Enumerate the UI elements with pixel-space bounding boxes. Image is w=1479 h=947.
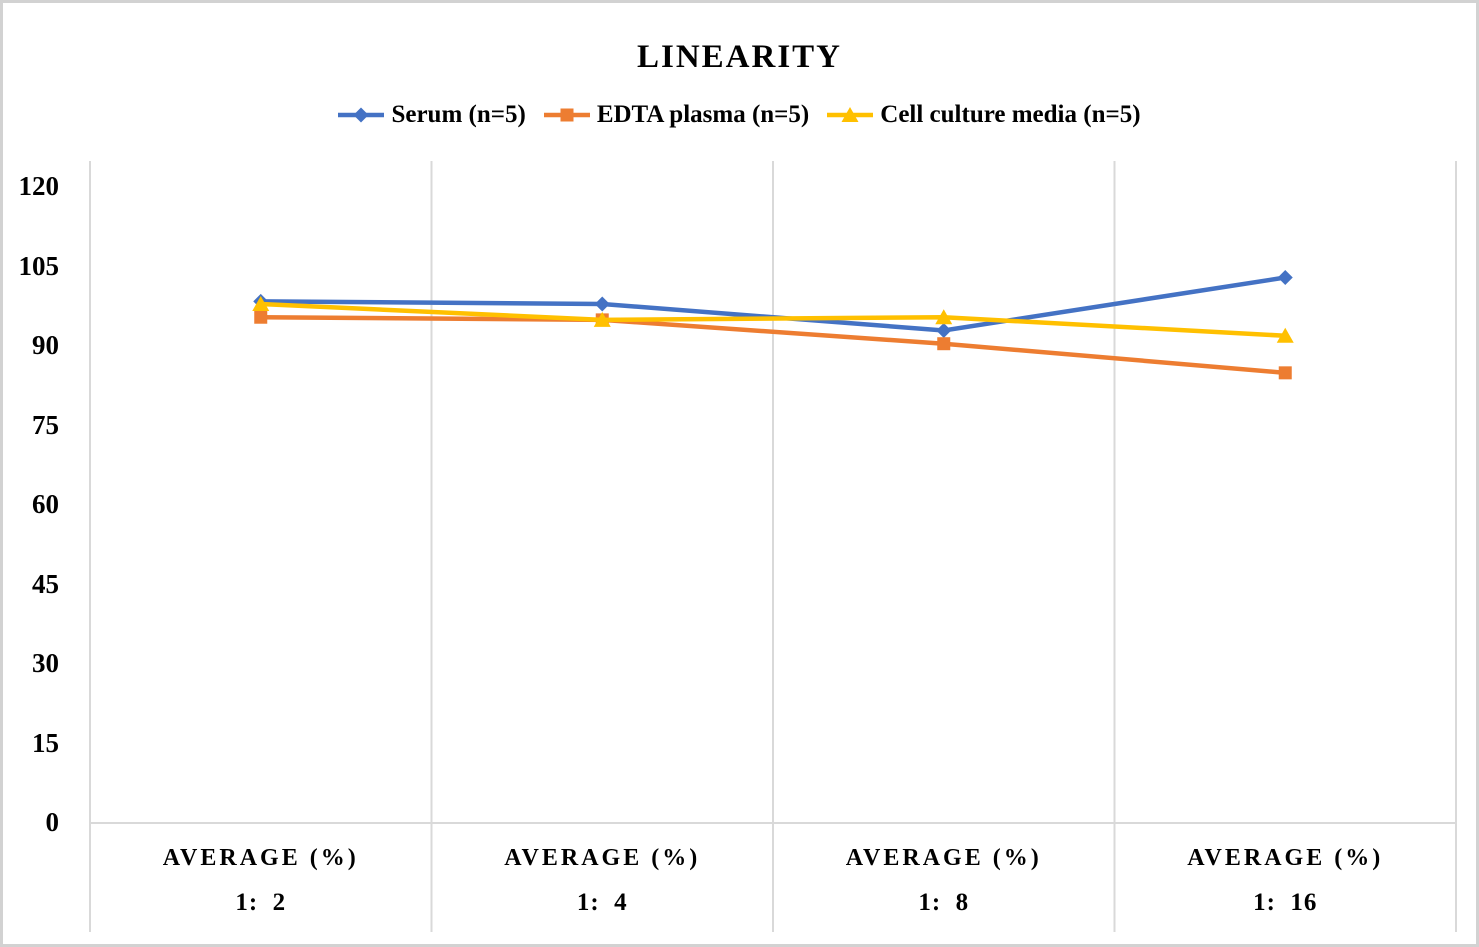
data-point-marker-diamond: [936, 322, 952, 338]
legend-item: Serum (n=5): [338, 101, 526, 129]
x-category-header: AVERAGE (%): [504, 845, 701, 871]
x-category-ratio: 1: 8: [918, 889, 970, 916]
data-point-marker-square: [1278, 366, 1292, 380]
x-category-header: AVERAGE (%): [1187, 845, 1384, 871]
legend-item: EDTA plasma (n=5): [543, 101, 810, 129]
data-point-marker-triangle: [593, 311, 611, 327]
x-category-header: AVERAGE (%): [162, 845, 359, 871]
x-category-ratio: 1: 4: [576, 889, 628, 916]
data-point-marker-square: [937, 337, 951, 351]
data-point-marker-triangle: [935, 309, 953, 325]
legend-item: Cell culture media (n=5): [827, 101, 1141, 129]
x-category-cell: AVERAGE (%) 1: 8: [773, 823, 1115, 917]
triangle-legend-marker-icon: [827, 107, 874, 122]
data-point-marker-triangle: [1276, 327, 1294, 343]
square-legend-marker-icon: [543, 108, 590, 122]
y-tick-label: 75: [32, 409, 59, 440]
x-category-cell: AVERAGE (%) 1: 16: [1115, 823, 1457, 917]
data-point-marker-triangle: [252, 295, 270, 311]
legend-label: EDTA plasma (n=5): [596, 101, 810, 128]
series-line-triangle: [260, 301, 1286, 339]
data-point-marker-square: [254, 310, 268, 324]
data-point-marker-diamond: [1277, 270, 1293, 286]
y-tick-label: 90: [32, 330, 59, 361]
plot-area: [89, 161, 1457, 932]
chart-title: LINEARITY: [636, 39, 843, 75]
legend: Serum (n=5) EDTA plasma (n=5) Cell culture…: [3, 101, 1476, 129]
diamond-legend-marker-icon: [338, 107, 385, 123]
x-category-header: AVERAGE (%): [845, 845, 1042, 871]
legend-label: Cell culture media (n=5): [880, 101, 1141, 128]
x-category-cell: AVERAGE (%) 1: 4: [432, 823, 774, 917]
series-line-square: [260, 314, 1286, 376]
legend-marker-square: [560, 108, 574, 122]
legend-marker-diamond: [353, 107, 369, 123]
x-category-ratio: 1: 16: [1253, 889, 1318, 916]
x-category-cell: AVERAGE (%) 1: 2: [90, 823, 432, 917]
y-tick-label: 45: [32, 568, 59, 599]
x-category-ratio: 1: 2: [235, 889, 287, 916]
y-tick-label: 0: [45, 806, 60, 837]
legend-marker-triangle: [841, 107, 859, 122]
legend-label: Serum (n=5): [391, 101, 526, 128]
y-tick-label: 30: [32, 647, 59, 678]
y-tick-label: 15: [32, 727, 59, 758]
y-tick-label: 105: [18, 250, 60, 281]
y-tick-label: 120: [18, 171, 60, 202]
data-point-marker-diamond: [594, 296, 610, 312]
y-tick-label: 60: [32, 489, 59, 520]
